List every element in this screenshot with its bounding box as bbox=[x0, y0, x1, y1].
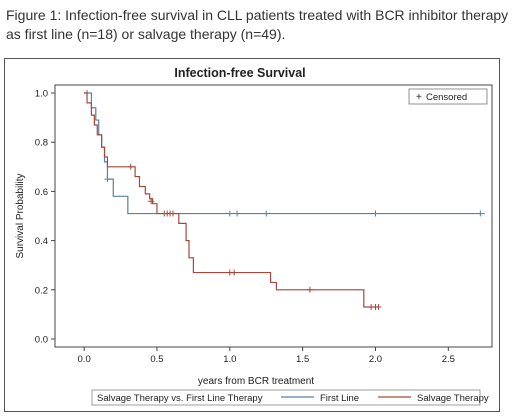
censored-legend-box bbox=[408, 88, 488, 105]
censor-mark-first-line bbox=[372, 210, 379, 217]
y-tick-label: 0.6 bbox=[35, 187, 48, 198]
x-axis-label: years from BCR treatment bbox=[198, 376, 314, 387]
x-tick-label: 0.5 bbox=[150, 354, 163, 365]
censor-mark-salvage bbox=[375, 304, 382, 311]
censor-mark-first-line bbox=[263, 210, 270, 217]
plot-area bbox=[54, 84, 493, 348]
censor-mark-first-line bbox=[234, 210, 241, 217]
censored-legend-symbol: + bbox=[416, 92, 422, 103]
x-tick-label: 2.0 bbox=[369, 354, 382, 365]
censor-mark-salvage bbox=[169, 210, 176, 217]
y-tick-label: 0.8 bbox=[35, 138, 48, 149]
censored-legend: + Censored bbox=[408, 88, 488, 105]
y-axis-label: Survival Probability bbox=[15, 173, 26, 258]
censor-mark-salvage bbox=[231, 269, 238, 276]
y-tick-label: 0.4 bbox=[35, 236, 48, 247]
x-tick-label: 0.0 bbox=[78, 354, 91, 365]
censor-mark-salvage bbox=[148, 198, 155, 205]
y-axis: 0.0 0.2 0.4 0.6 0.8 1.0 bbox=[35, 89, 55, 346]
curve-first-line bbox=[84, 92, 485, 215]
censor-mark-first-line bbox=[477, 210, 484, 217]
legend-label-salvage: Salvage Therapy bbox=[417, 393, 489, 404]
x-tick-label: 1.0 bbox=[223, 354, 236, 365]
y-tick-label: 1.0 bbox=[35, 89, 48, 100]
km-chart: Infection-free Survival + Censored Survi… bbox=[15, 66, 493, 406]
chart-frame: Infection-free Survival + Censored Survi… bbox=[4, 58, 500, 412]
censor-mark-salvage bbox=[127, 163, 134, 170]
figure-caption: Figure 1: Infection-free survival in CLL… bbox=[6, 7, 509, 42]
censor-mark-salvage bbox=[306, 286, 313, 293]
legend-label-first-line: First Line bbox=[320, 393, 359, 404]
censor-mark-first-line bbox=[226, 210, 233, 217]
y-tick-label: 0.0 bbox=[35, 335, 48, 346]
censor-mark-first-line bbox=[104, 176, 111, 183]
survival-curves bbox=[84, 90, 485, 311]
y-tick-label: 0.2 bbox=[35, 285, 48, 296]
x-tick-label: 1.5 bbox=[296, 354, 309, 365]
x-axis: 0.0 0.5 1.0 1.5 2.0 2.5 bbox=[78, 347, 455, 365]
chart-title: Infection-free Survival bbox=[174, 66, 305, 80]
series-legend: Salvage Therapy vs. First Line Therapy F… bbox=[91, 389, 489, 406]
x-tick-label: 2.5 bbox=[442, 354, 455, 365]
censored-legend-label: Censored bbox=[426, 92, 467, 103]
series-legend-title: Salvage Therapy vs. First Line Therapy bbox=[97, 393, 263, 404]
curve-salvage bbox=[84, 92, 379, 308]
